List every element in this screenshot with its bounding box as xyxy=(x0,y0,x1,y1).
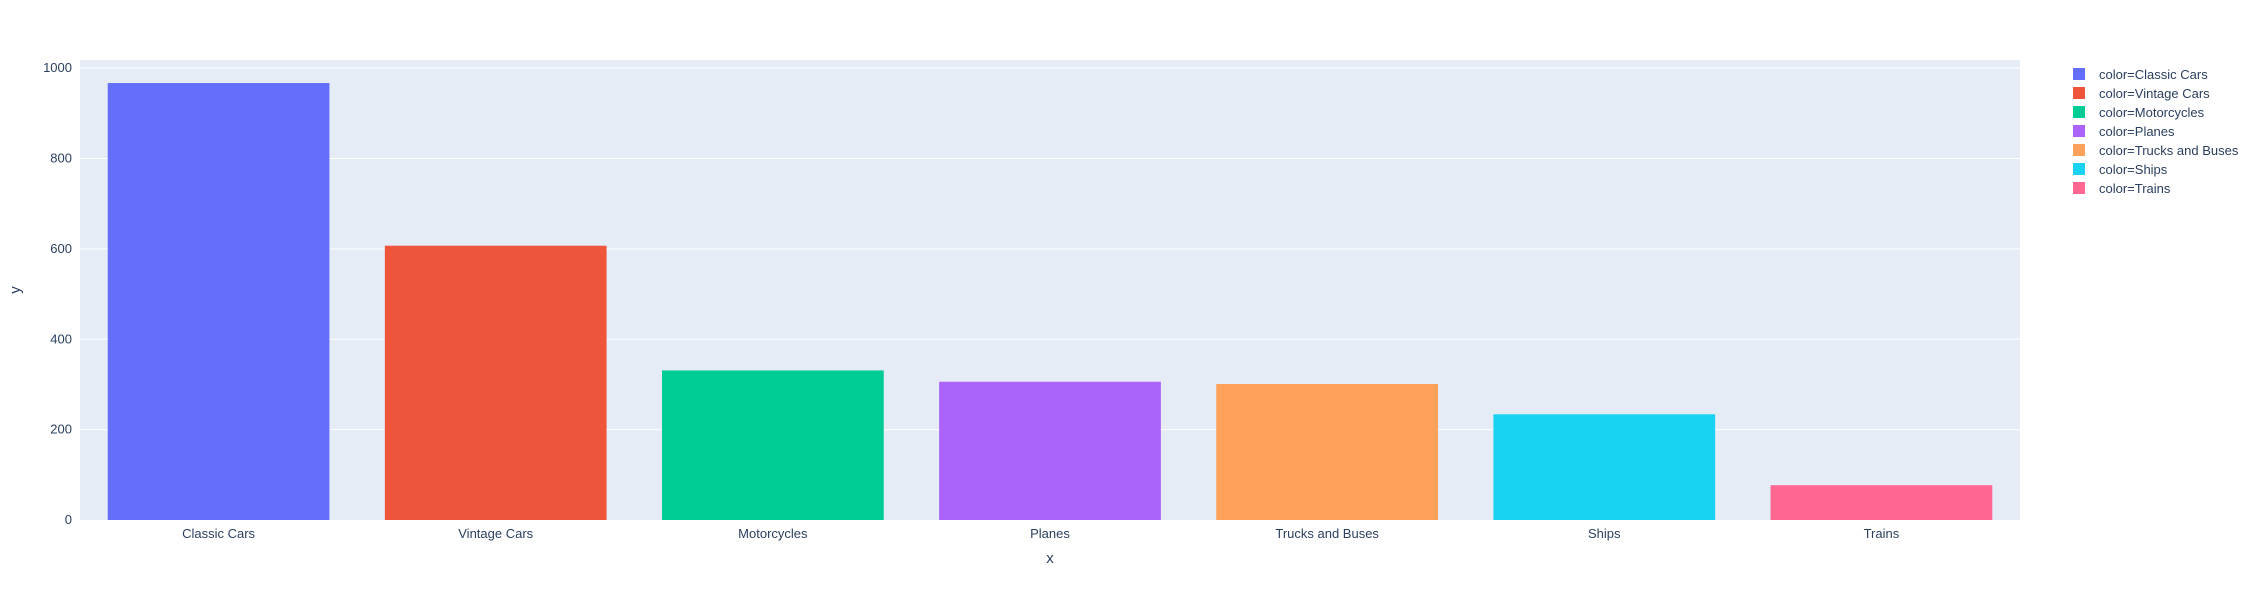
y-tick-label: 200 xyxy=(50,422,72,437)
legend-item: color=Classic Cars xyxy=(2073,67,2208,82)
bar-ships xyxy=(1493,414,1716,520)
y-tick-label: 400 xyxy=(50,331,72,346)
x-tick-label: Ships xyxy=(1588,526,1621,541)
legend-label: color=Trucks and Buses xyxy=(2099,143,2239,158)
x-tick-label: Trucks and Buses xyxy=(1275,526,1379,541)
bar-motorcycles xyxy=(662,370,884,520)
legend-label: color=Planes xyxy=(2099,124,2175,139)
legend-label: color=Trains xyxy=(2099,181,2171,196)
y-tick-labels: 0 200 400 600 800 1000 xyxy=(43,60,72,527)
y-tick-label: 0 xyxy=(65,512,72,527)
legend-swatch xyxy=(2073,163,2085,175)
legend-label: color=Classic Cars xyxy=(2099,67,2208,82)
legend: color=Classic Cars color=Vintage Cars colo… xyxy=(2073,67,2239,196)
bar-vintage-cars xyxy=(384,245,607,520)
legend-swatch xyxy=(2073,144,2085,156)
legend-item: color=Trains xyxy=(2073,181,2171,196)
x-tick-label: Planes xyxy=(1030,526,1070,541)
legend-label: color=Ships xyxy=(2099,162,2168,177)
x-tick-label: Vintage Cars xyxy=(458,526,533,541)
x-tick-label: Motorcycles xyxy=(738,526,808,541)
legend-item: color=Trucks and Buses xyxy=(2073,143,2239,158)
x-tick-label: Classic Cars xyxy=(182,526,255,541)
y-tick-label: 800 xyxy=(50,151,72,166)
bar-classic-cars xyxy=(107,83,330,520)
legend-item: color=Planes xyxy=(2073,124,2175,139)
legend-swatch xyxy=(2073,87,2085,99)
x-axis-title: x xyxy=(1046,550,1054,567)
legend-item: color=Motorcycles xyxy=(2073,105,2205,120)
x-tick-label: Trains xyxy=(1864,526,1900,541)
x-tick-labels: Classic Cars Vintage Cars Motorcycles Plane… xyxy=(182,526,1900,541)
bar-planes xyxy=(939,381,1161,520)
legend-label: color=Vintage Cars xyxy=(2099,86,2210,101)
legend-item: color=Ships xyxy=(2073,162,2168,177)
legend-label: color=Motorcycles xyxy=(2099,105,2205,120)
bars xyxy=(107,83,1993,520)
y-axis-title: y xyxy=(7,286,24,294)
legend-swatch xyxy=(2073,68,2085,80)
bar-trucks-and-buses xyxy=(1216,383,1438,520)
legend-swatch xyxy=(2073,125,2085,137)
bar-trains xyxy=(1770,485,1993,520)
legend-swatch xyxy=(2073,182,2085,194)
legend-item: color=Vintage Cars xyxy=(2073,86,2210,101)
y-tick-label: 600 xyxy=(50,241,72,256)
legend-swatch xyxy=(2073,106,2085,118)
y-tick-label: 1000 xyxy=(43,60,72,75)
